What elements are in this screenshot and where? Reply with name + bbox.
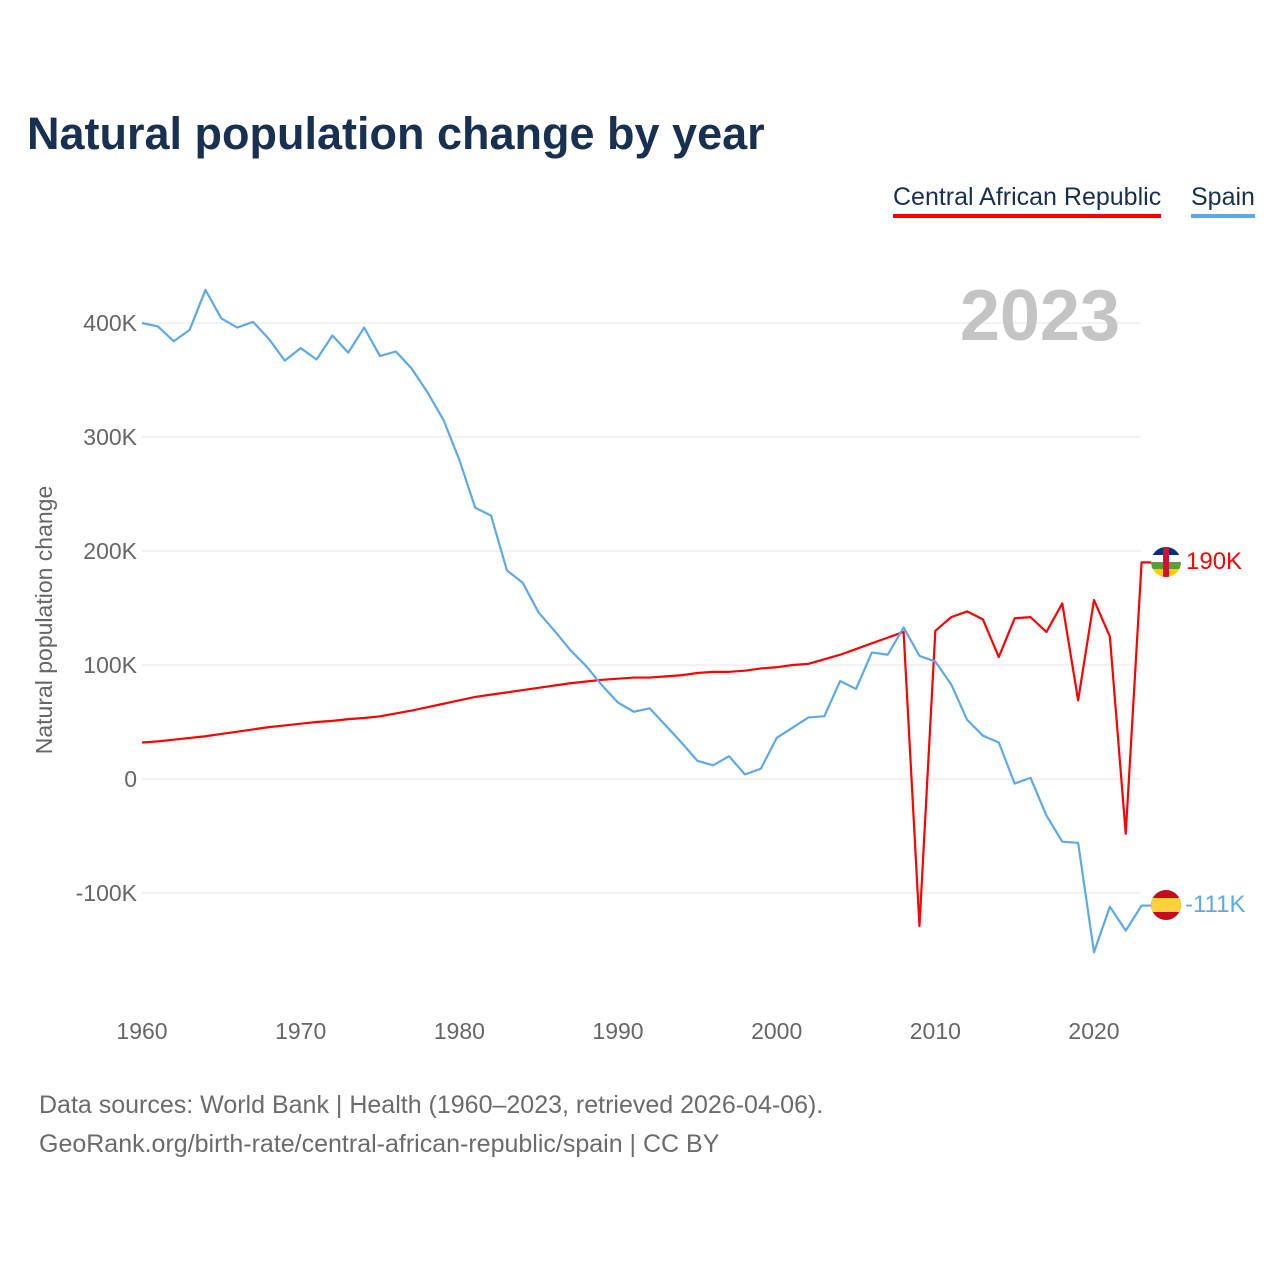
series-line-spain[interactable] — [141, 288, 1152, 954]
chart-title: Natural population change by year — [27, 108, 765, 159]
x-tick-label: 2010 — [910, 1018, 961, 1044]
central-african-republic-flag-icon — [1151, 547, 1181, 577]
y-tick-label: 400K — [83, 310, 137, 336]
y-tick-label: 100K — [83, 652, 137, 678]
series-line-central-african-republic[interactable] — [141, 561, 1152, 928]
x-tick-label: 1970 — [275, 1018, 326, 1044]
spain-flag-icon — [1151, 890, 1181, 920]
y-tick-label: 300K — [83, 424, 137, 450]
legend-central-african-republic[interactable]: Central African Republic — [893, 183, 1162, 218]
legend-spain[interactable]: Spain — [1191, 183, 1255, 218]
x-tick-label: 2000 — [751, 1018, 802, 1044]
y-tick-label: -100K — [76, 880, 138, 906]
y-tick-label: 0 — [124, 766, 137, 792]
x-tick-label: 1960 — [116, 1018, 167, 1044]
y-axis-label: Natural population change — [31, 486, 57, 755]
year-watermark: 2023 — [960, 276, 1120, 356]
x-tick-label: 2020 — [1068, 1018, 1119, 1044]
end-label-spain: -111K — [1185, 891, 1245, 918]
y-tick-label: 200K — [83, 538, 137, 564]
source-line-1: Data sources: World Bank | Health (1960–… — [39, 1091, 824, 1119]
x-tick-label: 1990 — [592, 1018, 643, 1044]
x-tick-label: 1980 — [434, 1018, 485, 1044]
source-note: Data sources: World Bank | Health (1960–… — [39, 1086, 823, 1164]
end-label-central-african-republic: 190K — [1186, 548, 1242, 575]
source-line-2[interactable]: GeoRank.org/birth-rate/central-african-r… — [39, 1130, 720, 1158]
